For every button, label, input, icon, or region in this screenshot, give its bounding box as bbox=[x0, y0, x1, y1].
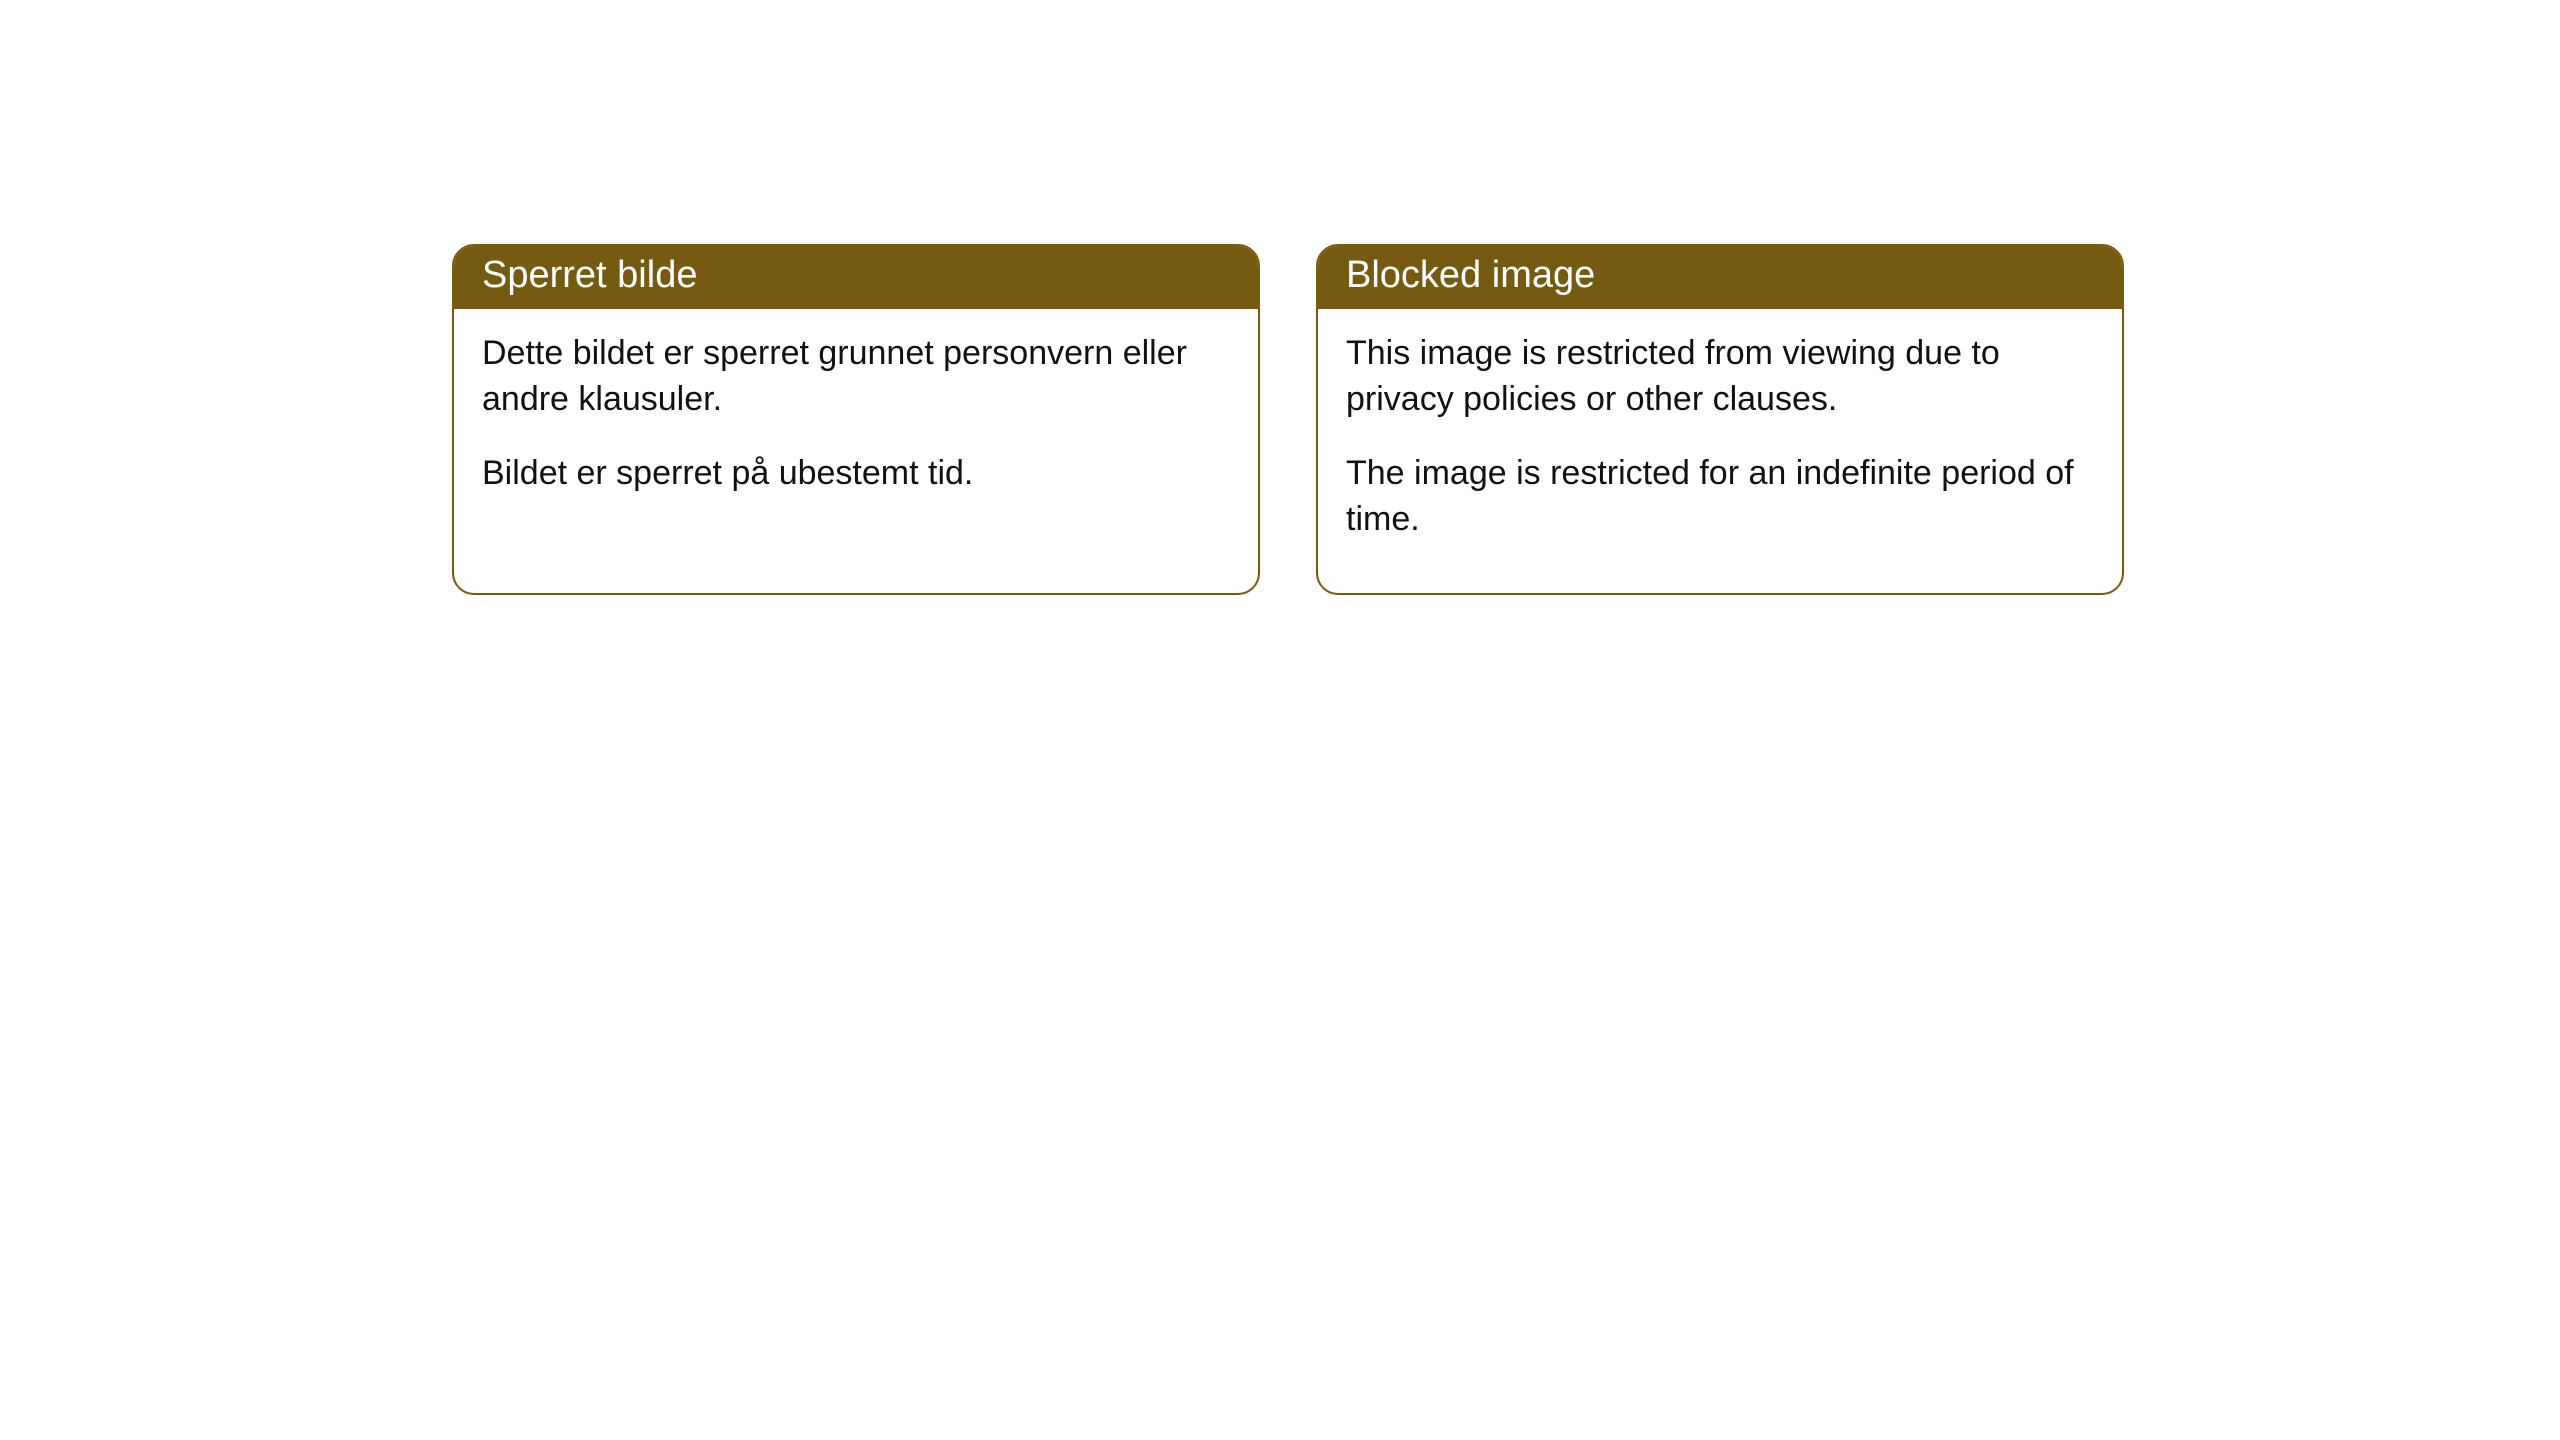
blocked-image-card-no: Sperret bilde Dette bildet er sperret gr… bbox=[452, 244, 1260, 595]
card-title: Sperret bilde bbox=[454, 246, 1258, 309]
cards-container: Sperret bilde Dette bildet er sperret gr… bbox=[0, 0, 2560, 595]
card-paragraph: Bildet er sperret på ubestemt tid. bbox=[482, 451, 1230, 497]
blocked-image-card-en: Blocked image This image is restricted f… bbox=[1316, 244, 2124, 595]
card-title: Blocked image bbox=[1318, 246, 2122, 309]
card-paragraph: The image is restricted for an indefinit… bbox=[1346, 451, 2094, 543]
card-paragraph: This image is restricted from viewing du… bbox=[1346, 331, 2094, 423]
card-body: This image is restricted from viewing du… bbox=[1318, 309, 2122, 593]
card-paragraph: Dette bildet er sperret grunnet personve… bbox=[482, 331, 1230, 423]
card-body: Dette bildet er sperret grunnet personve… bbox=[454, 309, 1258, 547]
